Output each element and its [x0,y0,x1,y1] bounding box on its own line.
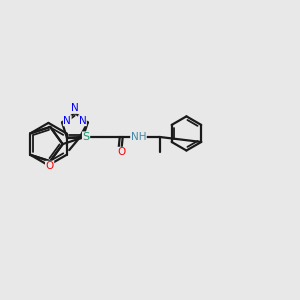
Text: N: N [63,116,71,126]
Text: N: N [71,103,79,113]
Text: S: S [82,132,90,142]
Text: O: O [46,161,54,171]
Text: N: N [79,116,86,126]
Text: O: O [117,147,125,157]
Text: NH: NH [131,132,146,142]
